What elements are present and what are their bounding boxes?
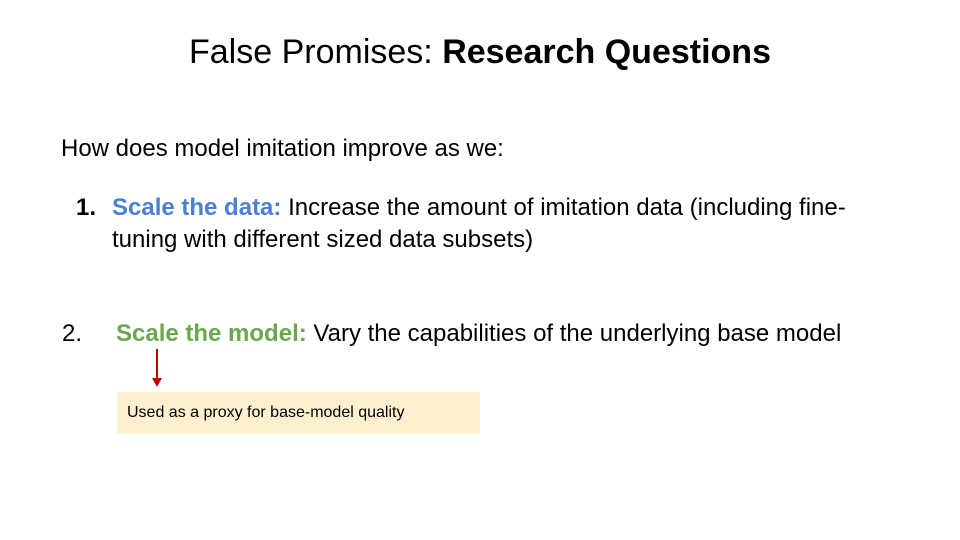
- slide-title: False Promises: Research Questions: [0, 30, 960, 74]
- list-item-body: Scale the model: Vary the capabilities o…: [116, 318, 841, 350]
- proxy-note-text: Used as a proxy for base-model quality: [127, 404, 405, 421]
- title-bold: Research Questions: [442, 33, 771, 71]
- proxy-note-box: Used as a proxy for base-model quality: [117, 392, 480, 434]
- list-item-number: 1.: [76, 194, 97, 221]
- list-item-scale-data: 1. Scale the data: Increase the amount o…: [76, 192, 896, 256]
- down-arrow-icon: [152, 349, 162, 387]
- item-highlight-scale-data: Scale the data:: [112, 194, 282, 221]
- title-prefix: False Promises:: [189, 33, 443, 71]
- item-highlight-scale-model: Scale the model:: [116, 320, 307, 347]
- item-description: Increase the amount of imitation data (i…: [112, 194, 846, 253]
- item-description: Vary the capabilities of the underlying …: [306, 320, 842, 347]
- list-item-body: Scale the data: Increase the amount of i…: [112, 192, 896, 256]
- list-item-number: 2.: [62, 320, 83, 347]
- intro-text: How does model imitation improve as we:: [61, 135, 504, 162]
